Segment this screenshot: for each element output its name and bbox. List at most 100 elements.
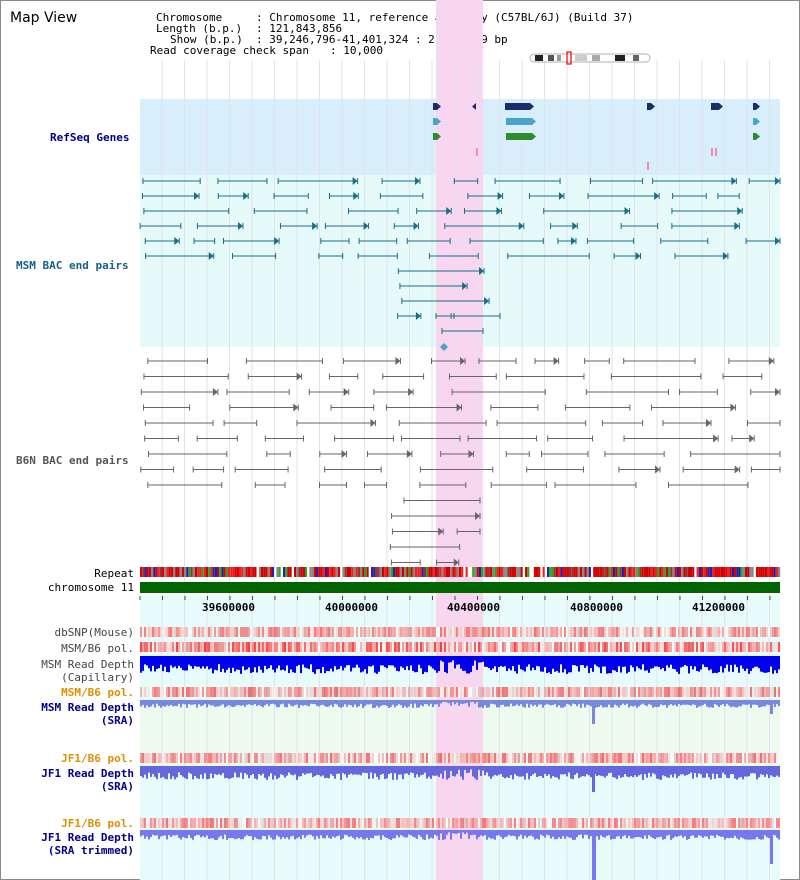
jf1-trim-depth-bar [224, 830, 226, 835]
repeat-segment [236, 567, 239, 577]
jf1-sra-depth-bar [454, 766, 456, 777]
jf1-b6-pol-trim-heat-cell [266, 818, 268, 828]
msm-b6-pol-heat-cell [688, 642, 690, 652]
repeat-segment [289, 567, 292, 577]
msm-sra-depth-bar [446, 700, 448, 703]
dbsnp-heat-cell [338, 627, 340, 637]
msm-sra-depth-bar [200, 700, 202, 707]
jf1-trim-depth-bar [580, 830, 582, 835]
msm-capillary-depth-bar [660, 656, 662, 670]
msm-sra-depth-bar [556, 700, 558, 708]
msm-b6-pol-heat-cell [520, 642, 522, 652]
msm-b6-pol-heat-cell [654, 642, 656, 652]
dbsnp-heat-cell [190, 627, 192, 637]
jf1-trim-depth-bar [680, 830, 682, 836]
jf1-trim-depth-bar [714, 830, 716, 838]
jf1-sra-depth-bar [218, 766, 220, 775]
jf1-sra-depth-bar [322, 766, 324, 776]
jf1-b6-pol-trim-heat-cell [496, 818, 498, 828]
msm-b6-pol-heat-cell [590, 642, 592, 652]
bac-end-arrow-icon [456, 403, 462, 412]
jf1-trim-depth-bar [704, 830, 706, 837]
msm-b6-pol-sra-heat-cell [534, 687, 536, 697]
msm-sra-depth-bar [564, 700, 566, 707]
repeat-segment [637, 567, 640, 577]
repeat-segment [505, 567, 508, 577]
msm-b6-pol-sra-heat-cell [356, 687, 358, 697]
dbsnp-heat-cell [426, 627, 428, 637]
jf1-b6-pol-heat-cell [412, 753, 414, 763]
jf1-trim-depth-bar [186, 830, 188, 839]
dbsnp-heat-cell [616, 627, 618, 637]
jf1-b6-pol-heat-cell [620, 753, 622, 763]
bac-end-arrow-icon [722, 252, 728, 260]
msm-b6-pol-sra-heat-cell [594, 687, 596, 697]
jf1-b6-pol-heat-cell [638, 753, 640, 763]
msm-b6-pol-sra-heat-cell [204, 687, 206, 697]
msm-sra-depth-bar [376, 700, 378, 706]
msm-capillary-depth-bar [758, 656, 760, 669]
jf1-b6-pol-trim-heat-cell [766, 818, 768, 828]
msm-capillary-depth-bar [552, 656, 554, 669]
jf1-b6-pol-heat-cell [182, 753, 184, 763]
bac-end-arrow-icon [370, 419, 376, 427]
jf1-b6-pol-trim-heat-cell [462, 818, 464, 828]
bac-end-arrow-icon [208, 252, 214, 260]
jf1-trim-depth-bar [288, 830, 290, 840]
dbsnp-heat-cell [274, 627, 276, 637]
msm-sra-depth-bar [708, 700, 710, 708]
jf1-sra-depth-bar [626, 766, 628, 777]
jf1-b6-pol-heat-cell [720, 753, 722, 763]
jf1-b6-pol-heat-cell [752, 753, 754, 763]
msm-b6-pol-sra-heat-cell [630, 687, 632, 697]
jf1-trim-depth-bar [270, 830, 272, 838]
jf1-trim-depth-bar [260, 830, 262, 840]
msm-b6-pol-sra-heat-cell [304, 687, 306, 697]
jf1-trim-depth-bar [228, 830, 230, 839]
repeat-segment [399, 567, 402, 577]
msm-b6-pol-sra-heat-cell [656, 687, 658, 697]
jf1-b6-pol-trim-heat-cell [160, 818, 162, 828]
jf1-b6-pol-trim-heat-cell [334, 818, 336, 828]
dbsnp-heat-cell [750, 627, 752, 637]
dbsnp-heat-cell [192, 627, 194, 637]
jf1-b6-pol-trim-heat-cell [504, 818, 506, 828]
msm-sra-depth-bar [322, 700, 324, 705]
jf1-trim-depth-bar [634, 830, 636, 838]
jf1-b6-pol-heat-cell [484, 753, 486, 763]
jf1-trim-depth-bar [740, 830, 742, 838]
msm-sra-depth-bar [426, 700, 428, 705]
jf1-b6-pol-heat-cell [614, 753, 616, 763]
jf1-trim-depth-bar [644, 830, 646, 836]
jf1-sra-depth-bar [178, 766, 180, 773]
jf1-sra-depth-bar [618, 766, 620, 776]
jf1-sra-depth-bar [304, 766, 306, 775]
dbsnp-heat-cell [552, 627, 554, 637]
jf1-b6-pol-heat-cell [600, 753, 602, 763]
jf1-b6-pol-heat-cell [244, 753, 246, 763]
msm-b6-pol-sra-heat-cell [412, 687, 414, 697]
jf1-b6-pol-heat-cell [730, 753, 732, 763]
msm-b6-pol-heat-cell [644, 642, 646, 652]
msm-sra-depth-bar [430, 700, 432, 704]
dbsnp-heat-cell [682, 627, 684, 637]
msm-capillary-depth-bar [372, 656, 374, 666]
jf1-trim-depth-bar [490, 830, 492, 839]
jf1-trim-depth-bar [514, 830, 516, 837]
jf1-trim-depth-bar [432, 830, 434, 839]
msm-b6-pol-sra-heat-cell [418, 687, 420, 697]
dbsnp-heat-cell [260, 627, 262, 637]
msm-b6-pol-sra-heat-cell [472, 687, 474, 697]
jf1-trim-depth-bar [350, 830, 352, 837]
jf1-b6-pol-trim-heat-cell [472, 818, 474, 828]
gene-arrow-icon [756, 103, 760, 110]
msm-sra-depth-bar [412, 700, 414, 708]
jf1-b6-pol-heat-cell [366, 753, 368, 763]
jf1-b6-pol-trim-heat-cell [374, 818, 376, 828]
jf1-sra-depth-bar [330, 766, 332, 775]
jf1-b6-pol-trim-heat-cell [708, 818, 710, 828]
jf1-b6-pol-heat-cell [418, 753, 420, 763]
msm-capillary-depth-bar [690, 656, 692, 666]
jf1-trim-depth-bar [612, 830, 614, 840]
